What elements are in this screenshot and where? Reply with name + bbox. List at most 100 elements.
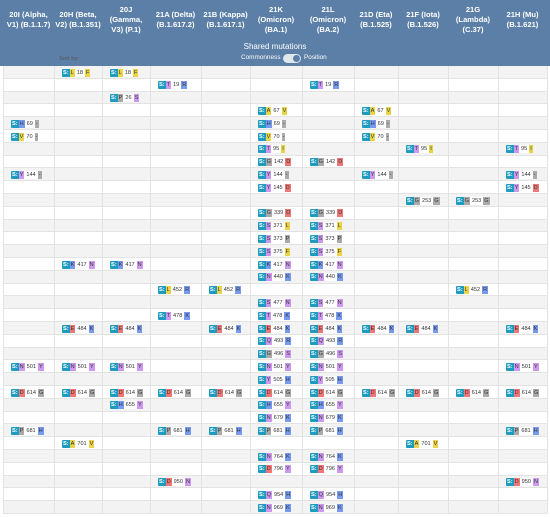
- mutation-chip[interactable]: S: Q 954 H: [310, 490, 344, 499]
- mutation-chip[interactable]: S: N 969 K: [310, 503, 343, 512]
- mutation-chip[interactable]: S: T 478 K: [158, 311, 191, 320]
- mutation-chip[interactable]: S: N 501 Y: [506, 362, 539, 371]
- mutation-chip[interactable]: S: P 681 H: [506, 426, 539, 435]
- mutation-chip[interactable]: S: H 655 Y: [258, 401, 291, 410]
- mutation-chip[interactable]: S: G 496 S: [258, 350, 292, 359]
- mutation-chip[interactable]: S: P 681 H: [158, 426, 191, 435]
- mutation-chip[interactable]: S: D 614 G: [11, 388, 45, 397]
- mutation-chip[interactable]: S: G 496 S: [310, 350, 344, 359]
- mutation-chip[interactable]: S: N 679 K: [258, 414, 291, 423]
- mutation-chip[interactable]: S: L 452 R: [158, 286, 191, 295]
- mutation-chip[interactable]: S: D 614 G: [406, 388, 440, 397]
- mutation-chip[interactable]: S: S 371 L: [310, 222, 342, 231]
- mutation-chip[interactable]: S: N 764 K: [310, 452, 343, 461]
- mutation-chip[interactable]: S: T 478 K: [258, 311, 291, 320]
- mutation-chip[interactable]: S: T 19 R: [310, 81, 340, 90]
- mutation-chip[interactable]: S: Y 145 D: [258, 183, 291, 192]
- mutation-chip[interactable]: S: P 681 H: [11, 426, 44, 435]
- mutation-chip[interactable]: S: G 142 D: [310, 158, 344, 167]
- mutation-chip[interactable]: S: P 681 H: [209, 426, 242, 435]
- mutation-chip[interactable]: S: Y 145 D: [506, 183, 539, 192]
- mutation-chip[interactable]: S: A 701 V: [62, 439, 95, 448]
- sort-toggle[interactable]: [283, 54, 301, 63]
- mutation-chip[interactable]: S: N 764 K: [258, 452, 291, 461]
- mutation-chip[interactable]: S: H 655 Y: [310, 401, 343, 410]
- mutation-chip[interactable]: S: D 614 G: [506, 388, 540, 397]
- mutation-chip[interactable]: S: A 701 V: [406, 439, 439, 448]
- mutation-chip[interactable]: S: N 969 K: [258, 503, 291, 512]
- mutation-chip[interactable]: S: A 67 V: [362, 106, 392, 115]
- mutation-chip[interactable]: S: G 253 G: [406, 196, 440, 205]
- mutation-chip[interactable]: S: D 614 G: [456, 388, 490, 397]
- mutation-chip[interactable]: S: G 253 G: [456, 196, 490, 205]
- mutation-chip[interactable]: S: N 501 Y: [310, 362, 343, 371]
- mutation-chip[interactable]: S: L 452 R: [209, 286, 242, 295]
- mutation-chip[interactable]: S: E 484 K: [110, 324, 143, 333]
- mutation-chip[interactable]: S: D 796 Y: [310, 465, 343, 474]
- mutation-chip[interactable]: S: D 950 N: [158, 478, 192, 487]
- mutation-chip[interactable]: S: T 95 I: [506, 145, 533, 154]
- mutation-chip[interactable]: S: D 614 G: [62, 388, 96, 397]
- mutation-chip[interactable]: S: S 375 F: [258, 247, 291, 256]
- mutation-chip[interactable]: S: Y 505 H: [310, 375, 343, 384]
- mutation-chip[interactable]: S: G 339 D: [310, 209, 344, 218]
- mutation-chip[interactable]: S: D 614 G: [209, 388, 243, 397]
- mutation-chip[interactable]: S: K 417 N: [62, 260, 95, 269]
- mutation-chip[interactable]: S: K 417 N: [310, 260, 343, 269]
- mutation-chip[interactable]: S: E 484 K: [258, 324, 291, 333]
- mutation-chip[interactable]: S: D 614 G: [258, 388, 292, 397]
- mutation-chip[interactable]: S: P 26 S: [110, 94, 140, 103]
- mutation-chip[interactable]: S: N 501 Y: [258, 362, 291, 371]
- mutation-chip[interactable]: S: E 484 K: [406, 324, 439, 333]
- mutation-chip[interactable]: S: V 70-: [11, 132, 39, 141]
- mutation-chip[interactable]: S: H 655 Y: [110, 401, 143, 410]
- mutation-chip[interactable]: S: D 950 N: [506, 478, 540, 487]
- mutation-chip[interactable]: S: H 69-: [11, 119, 39, 128]
- mutation-chip[interactable]: S: E 484 K: [506, 324, 539, 333]
- mutation-chip[interactable]: S: A 67 V: [258, 106, 288, 115]
- mutation-chip[interactable]: S: L 18 F: [62, 68, 91, 77]
- mutation-chip[interactable]: S: Q 493 R: [310, 337, 344, 346]
- mutation-chip[interactable]: S: D 614 G: [362, 388, 396, 397]
- mutation-chip[interactable]: S: K 417 N: [110, 260, 143, 269]
- mutation-chip[interactable]: S: P 681 H: [310, 426, 343, 435]
- mutation-chip[interactable]: S: N 501 Y: [62, 362, 95, 371]
- mutation-chip[interactable]: S: E 484 K: [62, 324, 95, 333]
- mutation-chip[interactable]: S: T 478 K: [310, 311, 343, 320]
- mutation-chip[interactable]: S: S 373 P: [258, 234, 291, 243]
- mutation-chip[interactable]: S: S 371 L: [258, 222, 290, 231]
- mutation-chip[interactable]: S: T 19 R: [158, 81, 188, 90]
- mutation-chip[interactable]: S: Y 144-: [258, 170, 289, 179]
- mutation-chip[interactable]: S: Q 493 R: [258, 337, 292, 346]
- mutation-chip[interactable]: S: N 501 Y: [110, 362, 143, 371]
- mutation-chip[interactable]: S: T 95 I: [406, 145, 433, 154]
- mutation-chip[interactable]: S: N 440 K: [310, 273, 343, 282]
- mutation-chip[interactable]: S: D 796 Y: [258, 465, 291, 474]
- mutation-chip[interactable]: S: Y 144-: [11, 170, 42, 179]
- mutation-chip[interactable]: S: E 484 K: [362, 324, 395, 333]
- mutation-chip[interactable]: S: S 373 P: [310, 234, 343, 243]
- mutation-chip[interactable]: S: S 477 N: [310, 298, 343, 307]
- mutation-chip[interactable]: S: Q 954 H: [258, 490, 292, 499]
- mutation-chip[interactable]: S: N 501 Y: [11, 362, 44, 371]
- mutation-chip[interactable]: S: T 95 I: [258, 145, 285, 154]
- mutation-chip[interactable]: S: K 417 N: [258, 260, 291, 269]
- mutation-chip[interactable]: S: D 614 G: [310, 388, 344, 397]
- mutation-chip[interactable]: S: P 681 H: [258, 426, 291, 435]
- mutation-chip[interactable]: S: H 69-: [362, 119, 390, 128]
- mutation-chip[interactable]: S: D 614 G: [110, 388, 144, 397]
- mutation-chip[interactable]: S: E 484 K: [209, 324, 242, 333]
- mutation-chip[interactable]: S: V 70-: [362, 132, 390, 141]
- mutation-chip[interactable]: S: L 452 R: [456, 286, 489, 295]
- mutation-chip[interactable]: S: Y 505 H: [258, 375, 291, 384]
- mutation-chip[interactable]: S: L 18 F: [110, 68, 139, 77]
- mutation-chip[interactable]: S: Y 144-: [506, 170, 537, 179]
- mutation-chip[interactable]: S: G 142 D: [258, 158, 292, 167]
- mutation-chip[interactable]: S: N 440 K: [258, 273, 291, 282]
- mutation-chip[interactable]: S: E 484 K: [310, 324, 343, 333]
- mutation-chip[interactable]: S: V 70-: [258, 132, 286, 141]
- mutation-chip[interactable]: S: S 477 N: [258, 298, 291, 307]
- mutation-chip[interactable]: S: D 614 G: [158, 388, 192, 397]
- mutation-chip[interactable]: S: Y 144-: [362, 170, 393, 179]
- mutation-chip[interactable]: S: H 69-: [258, 119, 286, 128]
